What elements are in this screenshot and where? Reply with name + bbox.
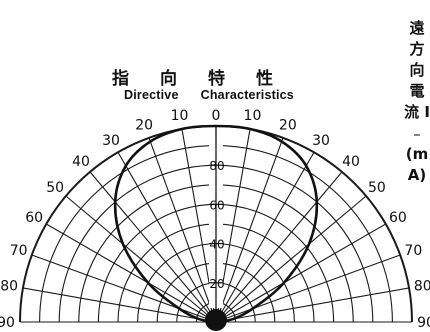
radial-tick-label: 20: [209, 277, 224, 291]
angle-tick-label-right: 40: [342, 154, 360, 170]
radial-tick-label: 80: [209, 159, 224, 173]
origin-marker: [205, 309, 227, 331]
grid-spoke: [89, 171, 217, 323]
radial-tick-label: 40: [209, 238, 224, 252]
grid-spoke: [215, 137, 284, 323]
title-en-left: Directive: [124, 88, 179, 102]
grid-spoke: [215, 254, 401, 323]
grid-spoke: [215, 151, 315, 323]
grid-spoke: [45, 223, 217, 323]
grid-spoke: [117, 151, 217, 323]
angle-tick-label-center: 0: [212, 108, 221, 124]
angle-tick-label-left: 30: [102, 133, 120, 149]
title-en-right: Characteristics: [200, 88, 294, 102]
angle-tick-label-left: 80: [0, 279, 18, 295]
title-en: Directive Characteristics: [124, 88, 294, 102]
directivity-curve-layer: [113, 124, 319, 324]
grid-spoke: [215, 195, 367, 323]
angle-tick-label-right: 80: [414, 279, 430, 295]
grid-spoke: [215, 223, 387, 323]
grid-spoke: [22, 287, 217, 323]
angle-tick-label-left: 90: [0, 315, 15, 331]
angle-tick-label-right: 60: [389, 210, 407, 226]
title-cjk: 指向特性: [112, 69, 304, 89]
angle-tick-label-right: 10: [244, 108, 262, 124]
grid-spoke: [148, 137, 217, 323]
angle-tick-label-right: 90: [417, 315, 430, 331]
grid-spoke: [215, 171, 343, 323]
angle-tick-label-left: 40: [72, 154, 90, 170]
angle-tick-label-left: 60: [25, 210, 43, 226]
angle-tick-label-right: 50: [368, 180, 386, 196]
angle-tick-label-right: 20: [279, 118, 297, 134]
angle-tick-label-left: 70: [10, 243, 28, 259]
angle-tick-label-left: 10: [171, 108, 189, 124]
grid-spoke: [31, 254, 217, 323]
radial-tick-label: 60: [209, 198, 224, 212]
angle-tick-label-right: 30: [312, 133, 330, 149]
grid-spoke: [65, 195, 217, 323]
angle-tick-label-right: 70: [404, 243, 422, 259]
side-label: 遠方向電流 I₋(mA): [404, 19, 430, 184]
polar-grid: [19, 125, 413, 331]
angle-tick-label-left: 20: [135, 118, 153, 134]
grid-spoke: [215, 287, 410, 323]
angle-tick-label-left: 50: [46, 180, 64, 196]
